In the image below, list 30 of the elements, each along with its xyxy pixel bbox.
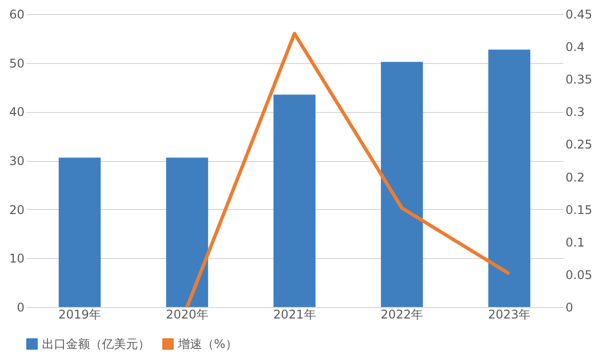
y2-tick-label: 0.35 bbox=[566, 72, 592, 87]
bar bbox=[274, 94, 316, 307]
y-tick-label: 40 bbox=[9, 105, 24, 120]
y-tick-label: 0 bbox=[16, 300, 24, 314]
y2-tick-label: 0.2 bbox=[566, 170, 585, 184]
legend-label: 出口金额（亿美元） bbox=[42, 337, 150, 351]
y2-tick-label: 0.25 bbox=[566, 138, 592, 152]
y2-tick-label: 0.05 bbox=[566, 268, 592, 282]
y2-tick-label: 0.1 bbox=[566, 235, 585, 250]
x-tick-label: 2022年 bbox=[380, 308, 424, 322]
x-tick-label: 2019年 bbox=[58, 308, 101, 322]
legend-label: 增速（%） bbox=[177, 337, 238, 351]
y-tick-label: 20 bbox=[9, 202, 24, 217]
y-tick-label: 60 bbox=[9, 8, 24, 22]
y-tick-label: 10 bbox=[9, 252, 24, 266]
bar bbox=[380, 62, 423, 307]
x-tick-label: 2023年 bbox=[488, 308, 531, 322]
x-tick-label: 2021年 bbox=[273, 308, 316, 322]
y2-tick-label: 0.15 bbox=[566, 202, 592, 217]
bar bbox=[488, 50, 530, 307]
y2-tick-label: 0.45 bbox=[566, 8, 592, 22]
y2-tick-label: 0 bbox=[566, 300, 574, 314]
bar bbox=[58, 158, 101, 307]
y-tick-label: 50 bbox=[9, 56, 24, 70]
bar bbox=[166, 158, 208, 307]
x-tick-label: 2020年 bbox=[166, 308, 208, 322]
y2-tick-label: 0.4 bbox=[566, 40, 585, 54]
y2-tick-label: 0.3 bbox=[566, 105, 585, 120]
y-tick-label: 30 bbox=[9, 154, 24, 168]
line-series bbox=[185, 32, 512, 309]
